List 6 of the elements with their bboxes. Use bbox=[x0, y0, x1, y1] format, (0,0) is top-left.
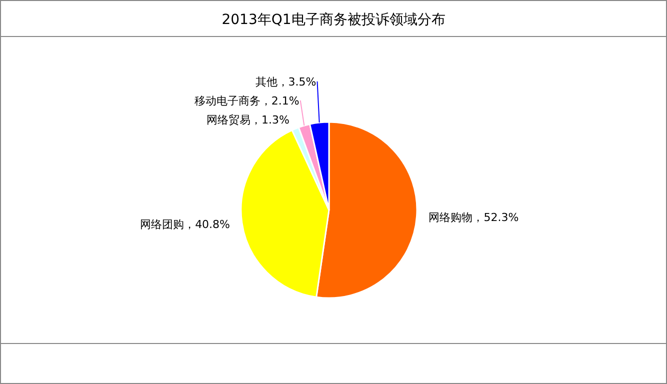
slice-label: 网络团购，40.8% bbox=[140, 218, 230, 232]
slice-label: 网络购物，52.3% bbox=[428, 211, 519, 224]
slice-label: 其他，3.5% bbox=[255, 75, 316, 88]
slice-label: 移动电子商务，2.1% bbox=[194, 94, 300, 108]
chart-title: 2013年Q1电子商务被投诉领域分布 bbox=[222, 12, 446, 28]
slice-label: 网络贸易，1.3% bbox=[206, 113, 290, 126]
